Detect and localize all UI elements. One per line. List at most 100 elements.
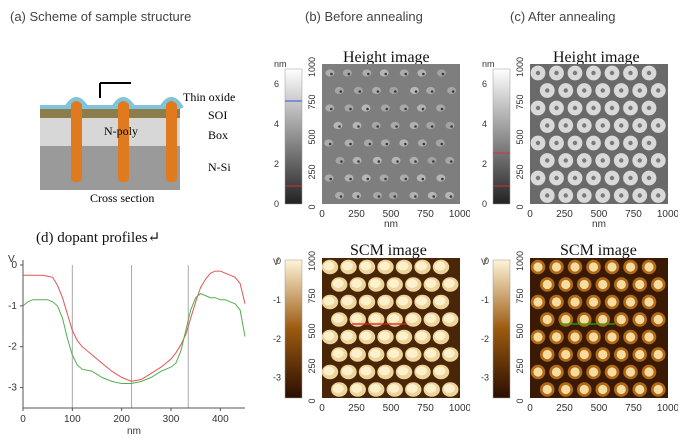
height-image (322, 64, 460, 204)
scm-scale-tick: 0 (484, 256, 489, 266)
label-soi: SOI (208, 108, 228, 122)
y-axis-tick: 1000 (307, 57, 317, 77)
height-colorbar (492, 68, 511, 205)
y-axis-tick: 500 (307, 323, 317, 338)
soi-layer (40, 109, 180, 118)
y-axis-tick: 500 (515, 323, 525, 338)
x-axis-label: nm (127, 426, 141, 437)
oxide-layer (40, 105, 180, 109)
x-axis-tick: 0 (319, 403, 325, 414)
scm-colorbar (492, 259, 511, 399)
y-axis-tick: 0 (307, 398, 317, 403)
x-axis-tick: 500 (383, 403, 400, 414)
x-axis-tick: 250 (348, 403, 365, 414)
scm-scale-tick: -3 (481, 373, 489, 383)
x-axis-tick: 250 (556, 403, 573, 414)
height-scale-tick: 6 (274, 79, 279, 89)
y-axis-tick: 750 (515, 288, 525, 303)
x-axis-tick: 0 (319, 209, 325, 220)
x-axis-tick: 1000 (449, 209, 470, 220)
x-axis-tick: 500 (383, 209, 400, 220)
title-scm-before: SCM image (350, 242, 427, 259)
scm-scale-unit: V (273, 257, 279, 267)
x-axis-tick: 750 (417, 403, 434, 414)
y-axis-tick: 750 (307, 288, 317, 303)
y-axis-tick: 0 (515, 398, 525, 403)
scm-scale-tick: -2 (481, 334, 489, 344)
scm-scale-tick: 0 (276, 256, 281, 266)
x-axis-tick: 1000 (657, 209, 678, 220)
y-tick-label: 0 (11, 260, 17, 271)
scm-scale-unit: V (481, 257, 487, 267)
label-npoly: N-poly (104, 124, 138, 138)
scheme-diagram (40, 82, 184, 190)
series-line-1 (23, 270, 246, 382)
y-axis-tick: 250 (307, 358, 317, 373)
panel-before-annealing: nmV02460-1-2-300002502502502505005005005… (273, 57, 470, 414)
x-axis-tick: 0 (527, 403, 533, 414)
scm-scale-tick: -1 (481, 295, 489, 305)
y-axis-tick: 250 (515, 164, 525, 179)
scm-colorbar (284, 259, 303, 399)
scm-scale-tick: -1 (273, 295, 281, 305)
y-axis-tick: 500 (515, 129, 525, 144)
height-scale-tick: 2 (274, 159, 279, 169)
x-axis-tick: 250 (556, 209, 573, 220)
height-image-features (530, 65, 666, 203)
height-scale-tick: 6 (482, 79, 487, 89)
label-thin-oxide: Thin oxide (183, 90, 236, 104)
x-axis-tick: 500 (591, 209, 608, 220)
panel-after-annealing: nmV02460-1-2-300002502502502505005005005… (481, 57, 678, 414)
y-axis-tick: 0 (307, 204, 317, 209)
y-tick-label: -2 (8, 342, 17, 353)
x-axis-tick: 750 (625, 403, 642, 414)
height-scale-tick: 4 (274, 119, 279, 129)
x-tick-label: 300 (163, 414, 180, 425)
caption-c: (c) After annealing (510, 9, 616, 24)
label-nsi: N-Si (208, 160, 231, 174)
scm-image-features (530, 259, 666, 397)
x-axis-unit: nm (384, 219, 398, 230)
height-scale-tick: 4 (482, 119, 487, 129)
title-height-after: Height image (553, 49, 640, 66)
y-axis-tick: 500 (307, 129, 317, 144)
y-axis-label: V (8, 254, 15, 265)
x-tick-label: 200 (113, 414, 130, 425)
scm-image-features (321, 259, 459, 397)
x-axis-unit: nm (592, 219, 606, 230)
x-axis-tick: 0 (527, 209, 533, 220)
title-height-before: Height image (343, 49, 430, 66)
caption-d: (d) dopant profiles↵ (36, 230, 161, 246)
scm-scale-tick: -2 (273, 334, 281, 344)
dopant-profile-chart: 0 -1 -2 -3 0 100 200 300 400 Vnm (8, 254, 246, 437)
y-axis-tick: 750 (515, 94, 525, 109)
x-axis-tick: 1000 (449, 403, 470, 414)
y-axis-tick: 250 (307, 164, 317, 179)
x-axis-tick: 750 (417, 209, 434, 220)
height-scale-unit: nm (482, 59, 495, 69)
label-cross-section: Cross section (90, 191, 155, 205)
y-axis-tick: 250 (515, 358, 525, 373)
title-scm-after: SCM image (560, 242, 637, 259)
height-scale-tick: 2 (482, 159, 487, 169)
caption-b: (b) Before annealing (305, 9, 423, 24)
y-axis-tick: 0 (515, 204, 525, 209)
height-scale-tick: 0 (482, 199, 487, 209)
nsi-layer (40, 146, 180, 190)
series-line-2 (22, 293, 246, 384)
x-tick-label: 100 (64, 414, 81, 425)
y-axis-tick: 1000 (515, 251, 525, 271)
x-axis-tick: 500 (591, 403, 608, 414)
x-axis-tick: 750 (625, 209, 642, 220)
y-axis-tick: 1000 (515, 57, 525, 77)
pillars (64, 97, 184, 182)
height-image-features (324, 69, 457, 200)
probe-tip-icon (99, 82, 131, 98)
y-axis-tick: 750 (307, 94, 317, 109)
box-layer (40, 118, 180, 146)
label-box: Box (208, 128, 229, 142)
caption-a: (a) Scheme of sample structure (10, 9, 192, 24)
y-tick-label: -3 (8, 383, 17, 394)
height-scale-unit: nm (274, 59, 287, 69)
y-axis-tick: 1000 (307, 251, 317, 271)
